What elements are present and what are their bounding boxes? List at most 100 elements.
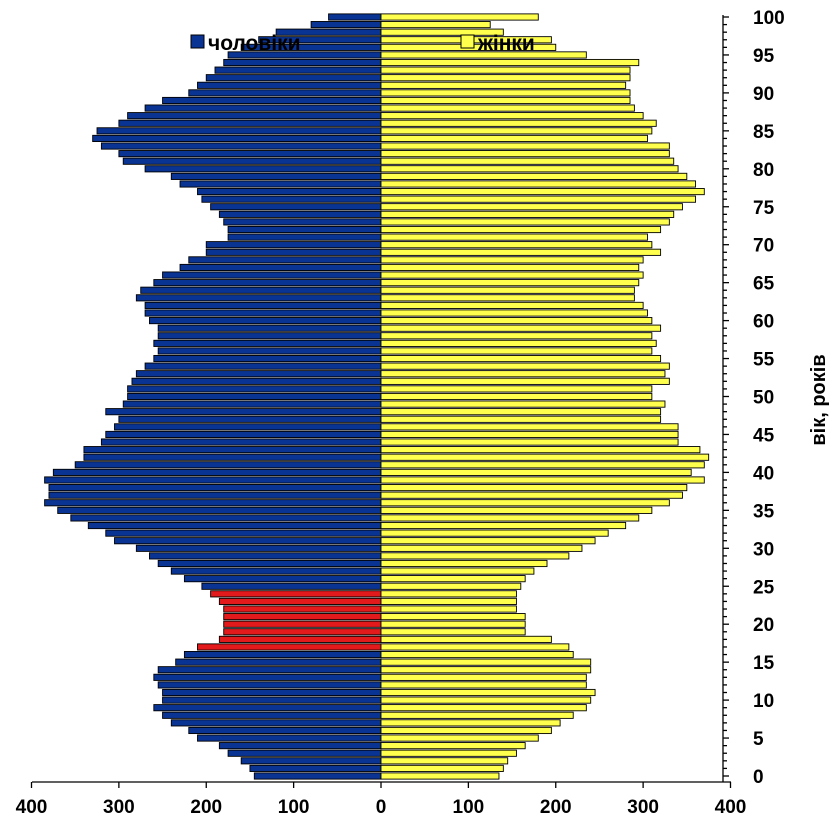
bar-female-age-28 bbox=[380, 559, 548, 568]
bar-male-age-83 bbox=[100, 142, 382, 150]
bar-female-age-12 bbox=[380, 681, 587, 689]
bar-male-age-18 bbox=[218, 635, 382, 643]
bar-female-age-80 bbox=[380, 165, 679, 173]
bar-female-age-6 bbox=[380, 726, 552, 735]
bar-female-age-82 bbox=[380, 150, 670, 158]
bars-group bbox=[44, 13, 710, 780]
bar-female-age-19 bbox=[380, 628, 526, 636]
bar-female-age-41 bbox=[380, 461, 705, 469]
bar-female-age-92 bbox=[380, 74, 631, 82]
bar-male-age-20 bbox=[223, 620, 382, 628]
bar-male-age-48 bbox=[105, 408, 382, 416]
bar-male-age-99 bbox=[310, 21, 382, 29]
y-tick-label: 70 bbox=[753, 236, 774, 257]
bar-male-age-93 bbox=[214, 66, 382, 74]
legend-label-male: чоловіки bbox=[208, 32, 301, 55]
bar-female-age-56 bbox=[380, 347, 653, 355]
bar-female-age-100 bbox=[380, 13, 539, 21]
bar-male-age-94 bbox=[223, 58, 382, 67]
bar-female-age-81 bbox=[380, 157, 675, 165]
y-tick-label: 85 bbox=[753, 122, 775, 143]
bar-female-age-49 bbox=[380, 400, 666, 408]
bar-male-age-64 bbox=[140, 286, 382, 294]
bar-male-age-29 bbox=[149, 552, 382, 560]
bar-male-age-65 bbox=[153, 279, 382, 287]
bar-female-age-38 bbox=[380, 484, 688, 492]
bar-female-age-46 bbox=[380, 423, 679, 431]
bar-male-age-7 bbox=[170, 719, 382, 727]
bar-male-age-14 bbox=[157, 666, 382, 674]
bar-male-age-45 bbox=[105, 430, 382, 439]
bar-male-age-75 bbox=[210, 203, 382, 211]
bar-male-age-89 bbox=[162, 96, 382, 105]
bar-female-age-86 bbox=[380, 119, 657, 127]
legend-label-female: жінки bbox=[477, 32, 535, 55]
bar-female-age-31 bbox=[380, 537, 596, 545]
bar-female-age-27 bbox=[380, 567, 535, 575]
bar-female-age-40 bbox=[380, 468, 692, 476]
y-tick-label: 45 bbox=[753, 425, 775, 446]
bar-female-age-60 bbox=[380, 317, 653, 325]
bar-male-age-43 bbox=[83, 446, 382, 454]
bar-male-age-40 bbox=[52, 468, 382, 476]
bar-female-age-51 bbox=[380, 385, 653, 393]
bar-female-age-23 bbox=[380, 597, 517, 605]
bar-male-age-17 bbox=[197, 643, 382, 651]
bar-female-age-26 bbox=[380, 575, 526, 583]
legend-swatch-male bbox=[190, 34, 205, 49]
bar-male-age-74 bbox=[218, 210, 382, 218]
x-tick-label: 300 bbox=[627, 797, 659, 818]
bar-female-age-39 bbox=[380, 476, 705, 484]
bar-male-age-34 bbox=[70, 514, 382, 522]
bar-female-age-63 bbox=[380, 294, 635, 302]
bar-male-age-69 bbox=[205, 248, 382, 256]
bar-male-age-58 bbox=[157, 332, 382, 340]
bar-male-age-8 bbox=[162, 711, 382, 719]
y-tick-label: 10 bbox=[753, 691, 774, 712]
bar-male-age-50 bbox=[127, 392, 382, 401]
bar-female-age-17 bbox=[380, 643, 570, 651]
bar-male-age-39 bbox=[44, 476, 382, 484]
bar-female-age-58 bbox=[380, 332, 653, 340]
bar-male-age-77 bbox=[197, 188, 382, 196]
bar-male-age-62 bbox=[144, 301, 382, 309]
bar-female-age-30 bbox=[380, 544, 583, 552]
bar-female-age-13 bbox=[380, 673, 587, 681]
bar-female-age-77 bbox=[380, 188, 705, 196]
bar-male-age-60 bbox=[149, 317, 382, 325]
bar-female-age-89 bbox=[380, 96, 631, 105]
bar-male-age-85 bbox=[96, 127, 382, 135]
bar-male-age-28 bbox=[157, 559, 382, 568]
y-tick-label: 80 bbox=[753, 160, 774, 181]
bar-male-age-51 bbox=[127, 385, 382, 393]
y-tick-label: 30 bbox=[753, 539, 774, 560]
bar-female-age-99 bbox=[380, 21, 491, 29]
bar-male-age-0 bbox=[253, 772, 382, 780]
bar-male-age-78 bbox=[179, 180, 382, 188]
bar-female-age-47 bbox=[380, 415, 662, 423]
bar-female-age-43 bbox=[380, 446, 701, 454]
bar-male-age-6 bbox=[188, 726, 382, 735]
bar-male-age-46 bbox=[114, 423, 382, 431]
bar-male-age-25 bbox=[201, 582, 382, 590]
x-tick-label: 200 bbox=[190, 797, 222, 818]
bar-female-age-54 bbox=[380, 362, 670, 370]
bar-female-age-69 bbox=[380, 248, 662, 256]
x-tick-label: 100 bbox=[453, 797, 485, 818]
bar-male-age-90 bbox=[188, 89, 382, 97]
bar-male-age-44 bbox=[100, 438, 382, 446]
bar-female-age-7 bbox=[380, 719, 561, 727]
bar-female-age-72 bbox=[380, 225, 662, 234]
y-tick-label: 55 bbox=[753, 350, 775, 371]
bar-female-age-93 bbox=[380, 66, 631, 74]
bar-male-age-41 bbox=[74, 461, 382, 469]
bar-male-age-72 bbox=[227, 225, 382, 234]
bar-male-age-5 bbox=[197, 734, 382, 742]
bar-female-age-52 bbox=[380, 377, 670, 385]
bar-female-age-11 bbox=[380, 688, 596, 697]
bar-female-age-37 bbox=[380, 491, 683, 499]
bar-male-age-42 bbox=[83, 453, 382, 461]
bar-male-age-24 bbox=[210, 590, 382, 598]
bar-male-age-23 bbox=[218, 597, 382, 605]
